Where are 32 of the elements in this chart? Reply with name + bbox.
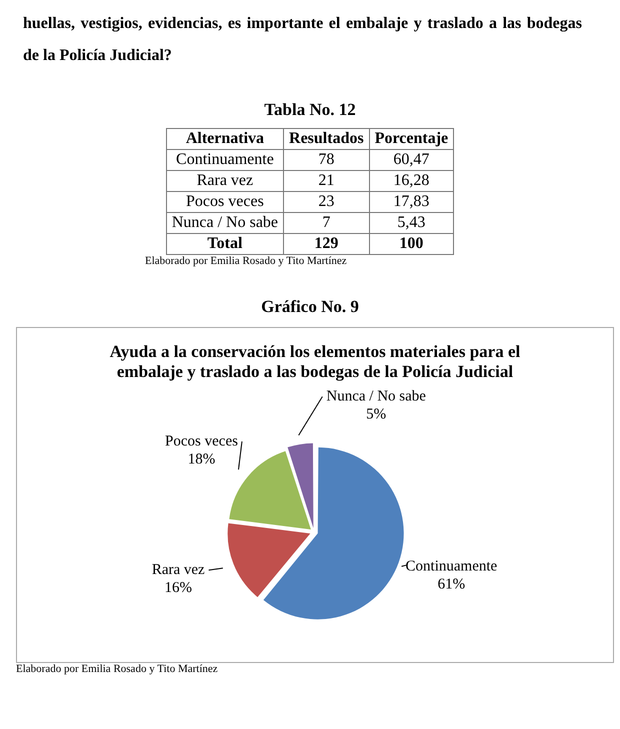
text: 100 bbox=[399, 235, 424, 252]
text: Elaborado por Emilia Rosado y Tito Martínez bbox=[16, 663, 219, 675]
slice-label: Continuamente bbox=[406, 558, 498, 574]
text: Rara vez bbox=[196, 172, 254, 189]
text: 17,83 bbox=[393, 193, 430, 210]
text: 16,28 bbox=[393, 172, 430, 189]
text: Total bbox=[207, 235, 242, 252]
text: 60,47 bbox=[393, 151, 430, 168]
text: Pocos veces bbox=[186, 193, 264, 210]
text: 78 bbox=[318, 151, 334, 168]
data-label: 61% bbox=[438, 576, 466, 592]
text: Gráfico No. 9 bbox=[260, 297, 360, 317]
text: 23 bbox=[318, 193, 334, 210]
text: 129 bbox=[314, 235, 338, 252]
text: 7 bbox=[322, 214, 330, 231]
text: Elaborado por Emilia Rosado y Tito Martínez bbox=[145, 255, 348, 267]
category-label: Porcentaje bbox=[369, 128, 454, 150]
data-label: 5% bbox=[366, 406, 386, 423]
slice-label: Pocos veces bbox=[165, 433, 238, 450]
slice-label: Rara vez bbox=[152, 562, 206, 578]
text: Tabla No. 12 bbox=[263, 100, 357, 120]
text: huellas, vestigios, evidencias, es importante el embalaje y traslado a las bodegas de la Policía Judicial? bbox=[22, 14, 583, 66]
text: Nunca / No sabe bbox=[172, 214, 278, 231]
data-label: 16% bbox=[164, 580, 192, 596]
slice-label: Nunca / No sabe bbox=[326, 388, 426, 405]
category-label: Alternativa bbox=[166, 128, 284, 150]
text: Continuamente bbox=[176, 151, 274, 168]
data-label: 18% bbox=[188, 451, 216, 468]
text: 21 bbox=[318, 172, 334, 189]
category-label: Resultados bbox=[284, 128, 370, 150]
chart-title: Ayuda a la conservación los elementos materiales para el embalaje y traslado a las bodegas de la Policía Judicial bbox=[108, 341, 522, 382]
text: 5,43 bbox=[397, 214, 426, 231]
